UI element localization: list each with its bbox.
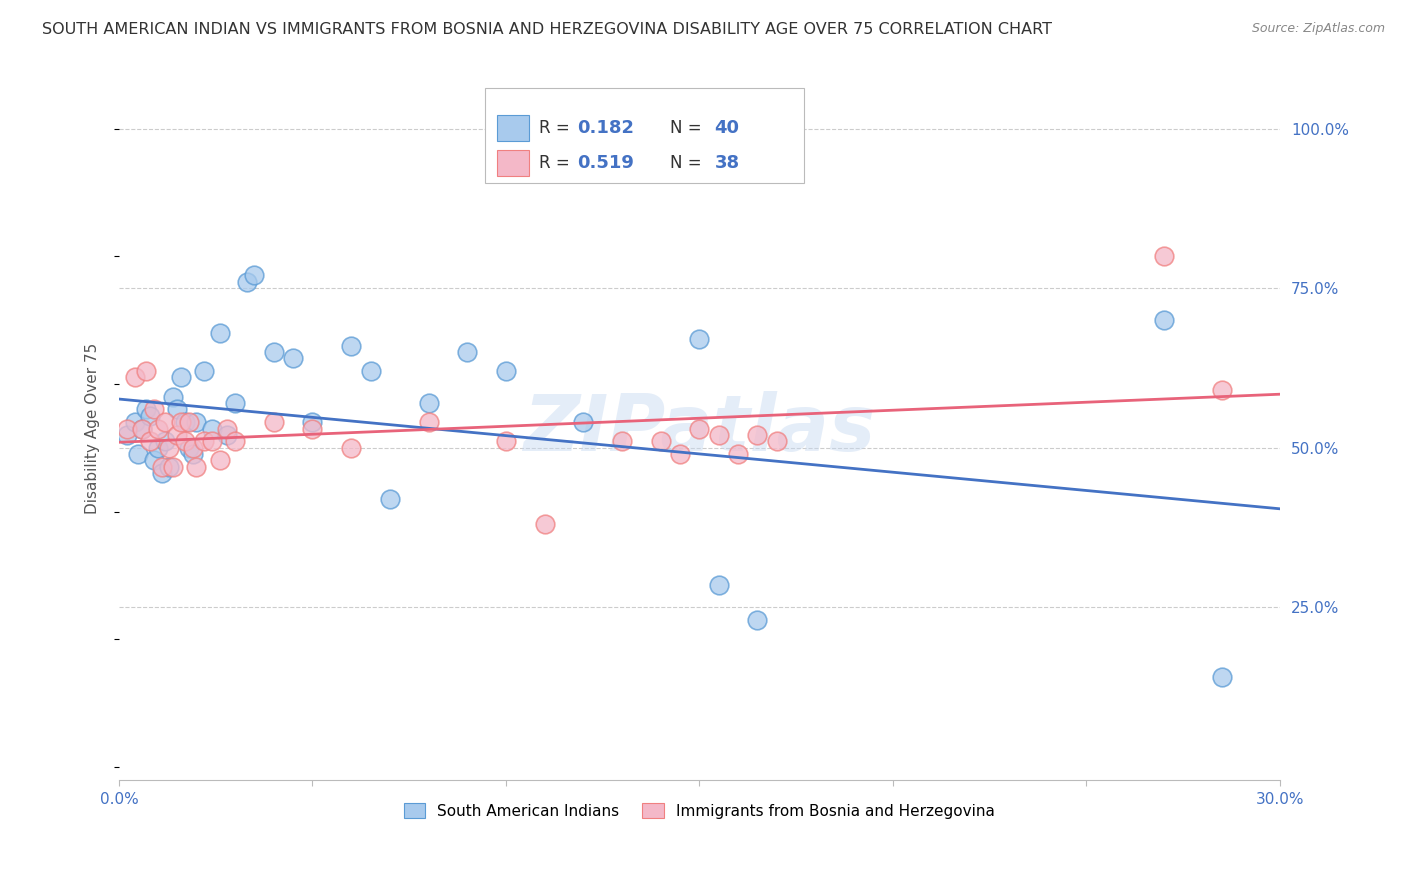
Point bbox=[181, 447, 204, 461]
Point bbox=[747, 428, 769, 442]
Point bbox=[243, 268, 266, 283]
Point bbox=[131, 421, 153, 435]
Point bbox=[1153, 249, 1175, 263]
Point bbox=[572, 415, 595, 429]
Point bbox=[186, 459, 208, 474]
Point bbox=[150, 467, 173, 481]
Point bbox=[157, 459, 180, 474]
Point bbox=[263, 415, 285, 429]
Point bbox=[166, 402, 188, 417]
Point bbox=[688, 332, 710, 346]
Point bbox=[127, 447, 149, 461]
Point bbox=[193, 434, 215, 449]
Point bbox=[224, 396, 246, 410]
Point bbox=[301, 421, 323, 435]
Point bbox=[155, 415, 177, 429]
Point bbox=[173, 415, 195, 429]
Legend: South American Indians, Immigrants from Bosnia and Herzegovina: South American Indians, Immigrants from … bbox=[398, 797, 1001, 824]
Point bbox=[146, 441, 169, 455]
Point bbox=[170, 415, 193, 429]
Point bbox=[765, 434, 787, 449]
Point bbox=[155, 434, 177, 449]
Point bbox=[170, 370, 193, 384]
Point bbox=[150, 459, 173, 474]
Point bbox=[1153, 313, 1175, 327]
Point bbox=[418, 415, 440, 429]
Point bbox=[208, 326, 231, 340]
Point bbox=[162, 390, 184, 404]
Point bbox=[281, 351, 304, 366]
Point bbox=[610, 434, 633, 449]
Point bbox=[669, 447, 692, 461]
Point bbox=[533, 517, 555, 532]
Point bbox=[115, 428, 138, 442]
Point bbox=[707, 428, 730, 442]
Point bbox=[142, 453, 165, 467]
Point bbox=[707, 578, 730, 592]
Point bbox=[378, 491, 401, 506]
Point bbox=[124, 415, 146, 429]
Point bbox=[166, 428, 188, 442]
Point bbox=[340, 338, 363, 352]
Point bbox=[186, 415, 208, 429]
Point bbox=[177, 415, 200, 429]
Point bbox=[173, 434, 195, 449]
Point bbox=[1211, 383, 1233, 397]
Point bbox=[139, 409, 162, 423]
Point bbox=[124, 370, 146, 384]
Point bbox=[340, 441, 363, 455]
Point bbox=[495, 364, 517, 378]
Point bbox=[360, 364, 382, 378]
Point bbox=[235, 275, 257, 289]
Point bbox=[162, 459, 184, 474]
Point bbox=[217, 421, 239, 435]
Point bbox=[115, 421, 138, 435]
Point bbox=[217, 428, 239, 442]
Text: SOUTH AMERICAN INDIAN VS IMMIGRANTS FROM BOSNIA AND HERZEGOVINA DISABILITY AGE O: SOUTH AMERICAN INDIAN VS IMMIGRANTS FROM… bbox=[42, 22, 1052, 37]
Point bbox=[727, 447, 749, 461]
Point bbox=[208, 453, 231, 467]
Point bbox=[201, 434, 224, 449]
Point bbox=[688, 421, 710, 435]
Point bbox=[1211, 670, 1233, 684]
Point bbox=[131, 421, 153, 435]
Point bbox=[747, 613, 769, 627]
Point bbox=[177, 441, 200, 455]
Point bbox=[157, 441, 180, 455]
Point bbox=[139, 434, 162, 449]
Point bbox=[193, 364, 215, 378]
Text: Source: ZipAtlas.com: Source: ZipAtlas.com bbox=[1251, 22, 1385, 36]
Point bbox=[650, 434, 672, 449]
Point bbox=[495, 434, 517, 449]
Point bbox=[146, 421, 169, 435]
Point bbox=[135, 364, 157, 378]
Point bbox=[263, 345, 285, 359]
Point bbox=[301, 415, 323, 429]
Point bbox=[456, 345, 478, 359]
Point bbox=[224, 434, 246, 449]
Point bbox=[418, 396, 440, 410]
Y-axis label: Disability Age Over 75: Disability Age Over 75 bbox=[86, 343, 100, 514]
Point bbox=[201, 421, 224, 435]
Text: ZIPatlas: ZIPatlas bbox=[523, 391, 876, 467]
Point bbox=[142, 402, 165, 417]
Point bbox=[135, 402, 157, 417]
Point bbox=[181, 441, 204, 455]
